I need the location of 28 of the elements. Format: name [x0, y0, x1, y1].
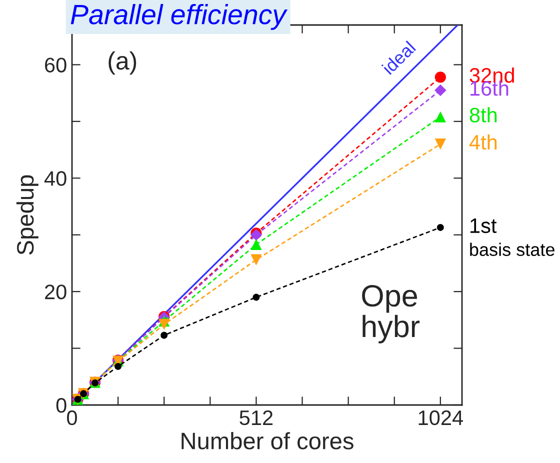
x-axis-title: Number of cores	[182, 432, 354, 450]
y-tick-label: 0	[56, 398, 66, 413]
x-tick-label: 1024	[418, 410, 463, 426]
point	[252, 294, 260, 301]
chart-title: Parallel efficiency	[70, 4, 288, 30]
annotation: Ope hybr	[362, 285, 420, 344]
y-axis-title: Spedup	[16, 175, 38, 255]
x-tick-label: 0	[67, 410, 77, 426]
series-label: 32nd	[470, 67, 514, 83]
point	[434, 138, 446, 150]
series-label: 4th	[469, 134, 497, 150]
point	[114, 362, 122, 370]
point	[434, 72, 446, 83]
point	[158, 318, 170, 330]
point	[250, 254, 262, 266]
annotation: (a)	[108, 51, 136, 75]
series-label: 16th	[470, 80, 508, 96]
y-tick-label: 60	[45, 58, 66, 72]
y-tick-label: 40	[44, 171, 66, 186]
point	[434, 111, 446, 122]
point	[160, 332, 168, 339]
point	[250, 238, 262, 250]
series-label: 8th	[470, 107, 497, 122]
series-label: 1st basis state	[470, 218, 554, 256]
x-tick-label: 512	[240, 410, 273, 426]
point	[434, 84, 446, 96]
point	[436, 224, 444, 231]
y-tick-label: 20	[45, 284, 66, 300]
